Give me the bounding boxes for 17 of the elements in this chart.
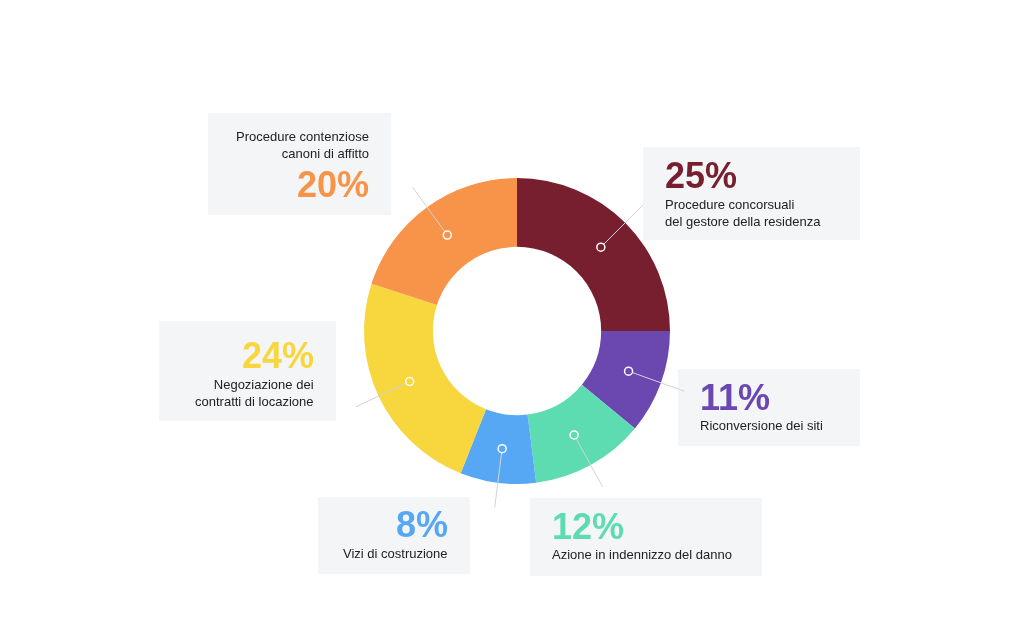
data-label: 11% bbox=[700, 377, 771, 418]
donut-slice bbox=[364, 283, 487, 474]
donut-slice bbox=[371, 178, 517, 305]
slice-label: Procedure concorsuali del gestore della residenza bbox=[665, 197, 822, 229]
slice-label: Vizi di costruzione bbox=[343, 546, 448, 561]
data-label: 12% bbox=[552, 506, 625, 547]
slice-label: Riconversione dei siti bbox=[700, 418, 823, 433]
donut-slice bbox=[460, 409, 537, 484]
data-label: 20% bbox=[297, 164, 370, 205]
data-label: 25% bbox=[665, 155, 738, 196]
slice-label: Negoziazione dei contratti di locazione bbox=[195, 377, 314, 409]
data-label: 8% bbox=[396, 504, 449, 545]
data-label: 24% bbox=[242, 335, 315, 376]
donut-slice bbox=[527, 384, 635, 483]
slice-label: Procedure contenziose canoni di affitto bbox=[236, 129, 369, 161]
donut-slice bbox=[581, 331, 670, 429]
slice-label: Azione in indennizzo del danno bbox=[552, 547, 732, 562]
